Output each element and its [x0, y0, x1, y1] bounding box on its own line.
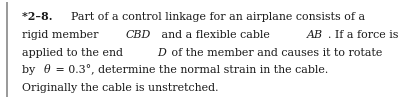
- Text: D: D: [157, 48, 166, 58]
- Text: Part of a control linkage for an airplane consists of a: Part of a control linkage for an airplan…: [71, 12, 365, 22]
- Text: of the member and causes it to rotate: of the member and causes it to rotate: [168, 48, 382, 58]
- Text: by: by: [22, 65, 39, 75]
- Text: rigid member: rigid member: [22, 30, 102, 40]
- Text: applied to the end: applied to the end: [22, 48, 127, 58]
- Text: CBD: CBD: [125, 30, 150, 40]
- Text: . If a force is: . If a force is: [328, 30, 398, 40]
- Text: Originally the cable is unstretched.: Originally the cable is unstretched.: [22, 83, 219, 93]
- Text: *2–8.: *2–8.: [22, 11, 60, 22]
- Text: θ: θ: [43, 65, 50, 75]
- Text: AB: AB: [307, 30, 323, 40]
- Text: and a flexible cable: and a flexible cable: [158, 30, 273, 40]
- Text: = 0.3°, determine the normal strain in the cable.: = 0.3°, determine the normal strain in t…: [52, 65, 328, 75]
